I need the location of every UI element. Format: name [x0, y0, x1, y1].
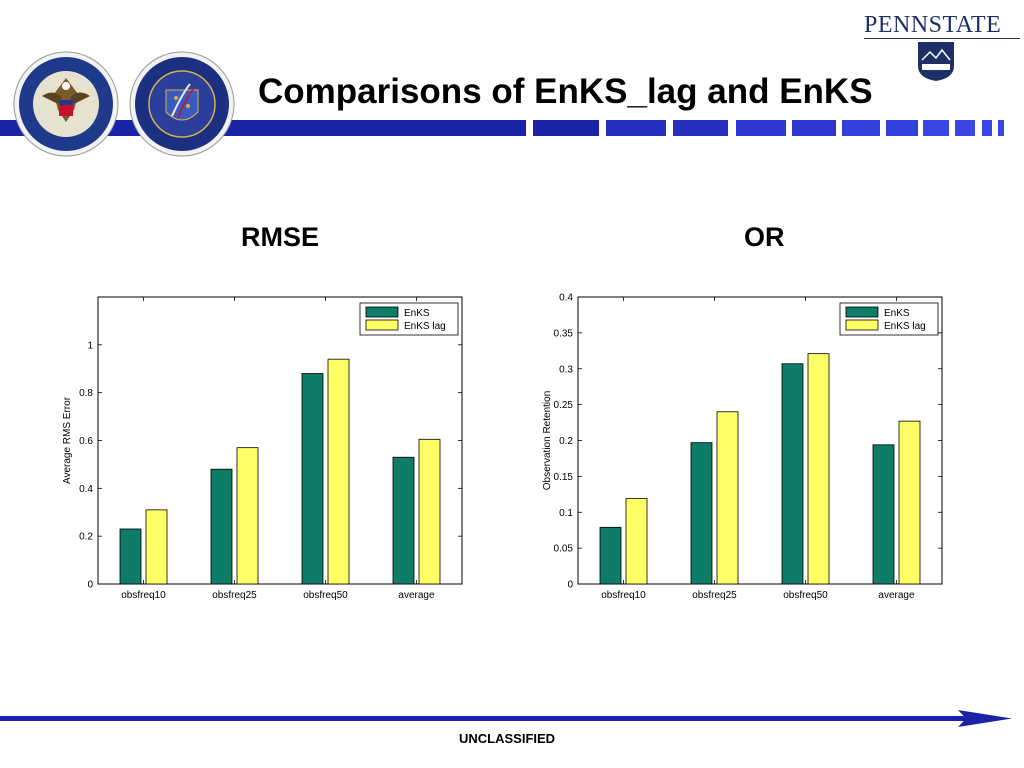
rmse-ytick-label: 1 — [87, 340, 93, 351]
or-ytick-label: 0 — [567, 580, 573, 591]
classification-footer: UNCLASSIFIED — [459, 731, 556, 746]
rmse-ytick-label: 0.8 — [79, 388, 93, 399]
footer-arrow — [0, 707, 1024, 731]
rmse-legend-label: EnKS — [404, 308, 430, 319]
pennstate-shield-icon — [916, 40, 956, 82]
or-bar-enks — [781, 363, 804, 585]
rmse-ytick-label: 0.4 — [79, 484, 93, 495]
or-ytick-label: 0.35 — [554, 328, 574, 339]
or-ytick-label: 0.1 — [559, 508, 573, 519]
rmse-bar-enks-lag — [145, 509, 168, 585]
jsto-seal-logo — [128, 50, 236, 158]
pennstate-wordmark: PENNSTATE — [864, 12, 1002, 38]
or-bar-chart: 0 0.05 0.1 0.15 0.2 0.25 0.3 0.35 0.4 Observation… — [542, 293, 943, 601]
rmse-chart-title: RMSE — [241, 222, 320, 252]
or-xtick-label: obsfreq10 — [601, 590, 646, 601]
or-xtick-label: obsfreq25 — [692, 590, 737, 601]
rmse-legend-swatch — [365, 319, 399, 331]
or-bar-enks-lag — [625, 498, 648, 585]
rmse-legend-swatch — [365, 306, 399, 318]
or-chart-title: OR — [744, 222, 785, 252]
or-xtick-label: obsfreq50 — [783, 590, 828, 601]
rmse-legend-label: EnKS lag — [404, 321, 446, 332]
rmse-ylabel: Average RMS Error — [62, 396, 73, 484]
or-ytick-label: 0.3 — [559, 364, 573, 375]
or-ytick-label: 0.2 — [559, 436, 573, 447]
rmse-bar-enks — [392, 456, 415, 585]
or-ytick-label: 0.15 — [554, 472, 574, 483]
pennstate-underline — [864, 38, 1020, 39]
or-bar-enks-lag — [898, 420, 921, 585]
or-bar-enks — [872, 444, 895, 585]
or-xtick-label: average — [878, 590, 915, 601]
or-bar-enks — [690, 442, 713, 585]
rmse-ytick-label: 0.6 — [79, 436, 93, 447]
rmse-bar-enks — [119, 528, 142, 585]
rmse-bar-chart: 0 0.2 0.4 0.6 0.8 1 Average RMS Error obsfreq10… — [62, 296, 463, 601]
or-legend-swatch — [845, 306, 879, 318]
rmse-bar-enks — [301, 373, 324, 585]
or-ylabel: Observation Retention — [542, 391, 553, 491]
or-legend-label: EnKS — [884, 308, 910, 319]
or-bar-enks-lag — [807, 353, 830, 585]
or-ytick-label: 0.4 — [559, 293, 573, 304]
or-legend-label: EnKS lag — [884, 321, 926, 332]
header-stripes — [0, 120, 1004, 136]
or-legend-swatch — [845, 319, 879, 331]
header-band — [0, 118, 1024, 140]
slide-title: Comparisons of EnKS_lag and EnKS — [258, 72, 873, 111]
or-ytick-label: 0.05 — [554, 544, 574, 555]
rmse-bar-enks — [210, 468, 233, 585]
pennstate-year: 1855 — [923, 57, 949, 65]
rmse-xtick-label: obsfreq25 — [212, 590, 257, 601]
rmse-bar-enks-lag — [327, 358, 350, 585]
dtra-seal-logo — [12, 50, 120, 158]
or-bar-enks — [599, 526, 622, 585]
rmse-xtick-label: average — [398, 590, 435, 601]
or-bar-enks-lag — [716, 411, 739, 585]
rmse-ytick-label: 0 — [87, 580, 93, 591]
rmse-bar-enks-lag — [236, 447, 259, 585]
rmse-xtick-label: obsfreq50 — [303, 590, 348, 601]
rmse-bar-enks-lag — [418, 438, 441, 585]
or-ytick-label: 0.25 — [554, 400, 574, 411]
rmse-xtick-label: obsfreq10 — [121, 590, 166, 601]
rmse-ytick-label: 0.2 — [79, 532, 93, 543]
